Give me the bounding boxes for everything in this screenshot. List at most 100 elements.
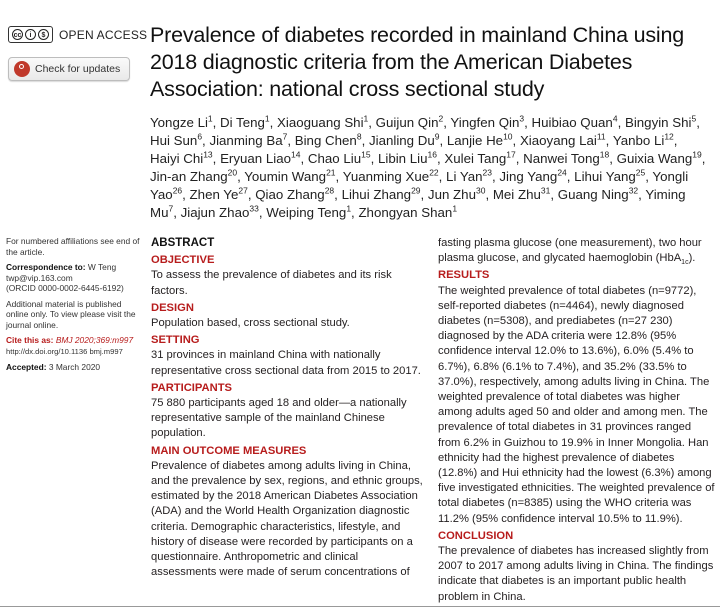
author-name: Xulei Tang [444, 150, 507, 166]
measures-heading: MAIN OUTCOME MEASURES [151, 444, 307, 457]
affiliation-number: 11 [596, 131, 606, 142]
open-access-badge: cc i $ OPEN ACCESS [8, 26, 147, 43]
accepted-value: 3 March 2020 [48, 362, 101, 372]
affiliation-number: 6 [197, 131, 203, 142]
nc-icon: $ [38, 29, 49, 40]
affiliation-number: 26 [172, 185, 183, 196]
measures-continued: fasting plasma glucose (one measurement)… [438, 236, 716, 266]
author-name: Weiping Teng [266, 204, 347, 220]
affiliation-number: 12 [664, 131, 674, 142]
results-text: The weighted prevalence of total diabete… [438, 284, 715, 525]
author-name: Jin-an Zhang [150, 168, 228, 184]
affiliation-number: 17 [506, 149, 516, 160]
author-name: Bingyin Shi [624, 115, 692, 130]
author-name: Jun Zhu [427, 186, 476, 202]
affiliation-number: 32 [628, 185, 639, 196]
author-name: Jianming Ba [209, 132, 283, 148]
affiliation-number: 13 [203, 149, 213, 160]
article-sidebar: For numbered affiliations see end of the… [6, 236, 140, 378]
author-name: Zhen Ye [189, 186, 239, 202]
affiliation-number: 5 [691, 113, 697, 124]
author-name: Yiming Mu [150, 186, 686, 220]
correspondence: Correspondence to: W Teng twp@vip.163.co… [6, 262, 140, 294]
author-name: Xiaoyang Lai [519, 132, 597, 148]
author-list: Yongze Li1, Di Teng1, Xiaoguang Shi1, Gu… [150, 113, 706, 220]
affiliation-number: 25 [635, 167, 646, 178]
author-name: Chao Liu [307, 150, 362, 166]
doi-link[interactable]: http://dx.doi.org/10.1136 bmj.m997 [6, 346, 123, 356]
measures-cont-text: fasting plasma glucose (one measurement)… [438, 237, 702, 265]
author-name: Hui Sun [150, 132, 198, 148]
author-name: Nanwei Tong [523, 150, 600, 166]
affiliation-number: 30 [475, 185, 486, 196]
abstract-heading: ABSTRACT [151, 237, 215, 249]
creative-commons-icon: cc i $ [8, 26, 53, 43]
author-name: Youmin Wang [244, 168, 327, 184]
objective-text: To assess the prevalence of diabetes and… [151, 269, 392, 297]
affiliation-number: 2 [438, 113, 444, 124]
author-name: Guang Ning [557, 186, 629, 202]
author-name: Yuanming Xue [342, 168, 430, 184]
affiliation-number: 1 [363, 113, 369, 124]
author-name: Di Teng [220, 115, 265, 130]
affiliation-number: 31 [540, 185, 551, 196]
author-name: Bing Chen [294, 132, 357, 148]
affiliation-number: 7 [282, 131, 288, 142]
correspondence-label: Correspondence to: [6, 262, 86, 272]
author-name: Jiajun Zhao [180, 204, 250, 220]
crossmark-icon [14, 61, 30, 77]
conclusion-heading: CONCLUSION [438, 529, 514, 542]
author-name: Huibiao Quan [531, 115, 613, 130]
affiliations-note: For numbered affiliations see end of the… [6, 236, 140, 257]
additional-material-note: Additional material is published online … [6, 298, 136, 330]
correspondence-email[interactable]: twp@vip.163.com [6, 272, 73, 283]
orcid[interactable]: (ORCID 0000-0002-6445-6192) [6, 283, 124, 293]
author-name: Lihui Zhang [341, 186, 412, 202]
article-title: Prevalence of diabetes recorded in mainl… [150, 23, 685, 101]
affiliation-number: 9 [434, 131, 440, 142]
conclusion-text: The prevalence of diabetes has increased… [438, 545, 714, 603]
author-name: Lihui Yang [574, 168, 636, 184]
author-name: Libin Liu [377, 150, 428, 166]
affiliation-number: 1 [452, 203, 458, 214]
open-access-label: OPEN ACCESS [59, 27, 148, 42]
measures-text: Prevalence of diabetes among adults livi… [151, 459, 423, 579]
author-name: Yingfen Qin [450, 115, 520, 130]
author-name: Xiaoguang Shi [277, 115, 364, 130]
affiliation-number: 8 [356, 131, 362, 142]
affiliation-number: 18 [599, 149, 610, 160]
citation: Cite this as: BMJ 2020;369:m997 http://d… [6, 335, 140, 357]
objective-heading: OBJECTIVE [151, 254, 215, 267]
cite-label: Cite this as: [6, 335, 54, 345]
affiliation-number: 1 [207, 113, 213, 124]
author-name: Yongze Li [150, 115, 208, 130]
participants-text: 75 880 participants aged 18 and older—a … [151, 397, 407, 440]
affiliation-number: 1 [346, 203, 352, 214]
affiliation-number: 28 [324, 185, 335, 196]
affiliation-number: 15 [361, 149, 371, 160]
participants-heading: PARTICIPANTS [151, 381, 233, 394]
author-name: Jianling Du [368, 132, 435, 148]
hba1c-subscript: 1c [681, 259, 689, 267]
affiliation-number: 4 [612, 113, 618, 124]
measures-end: ). [688, 252, 696, 265]
affiliation-number: 1 [264, 113, 270, 124]
design-text: Population based, cross sectional study. [151, 317, 350, 330]
setting-text: 31 provinces in mainland China with nati… [151, 349, 421, 377]
page-divider [0, 606, 720, 607]
author-name: Yongli Yao [150, 168, 689, 202]
author-name: Yanbo Li [612, 132, 665, 148]
affiliation-number: 22 [429, 167, 439, 178]
affiliation-number: 24 [557, 167, 567, 178]
author-name: Jing Yang [499, 168, 558, 184]
affiliation-number: 20 [227, 167, 238, 178]
author-name: Guixia Wang [616, 150, 693, 166]
abstract-column-1: ABSTRACT OBJECTIVE To assess the prevale… [151, 236, 423, 580]
affiliation-number: 14 [291, 149, 301, 160]
affiliation-number: 19 [692, 149, 702, 160]
check-for-updates-button[interactable]: Check for updates [8, 57, 130, 81]
author-name: Guijun Qin [375, 115, 439, 130]
affiliation-number: 7 [168, 203, 174, 214]
design-heading: DESIGN [151, 301, 194, 314]
affiliation-number: 29 [411, 185, 421, 196]
